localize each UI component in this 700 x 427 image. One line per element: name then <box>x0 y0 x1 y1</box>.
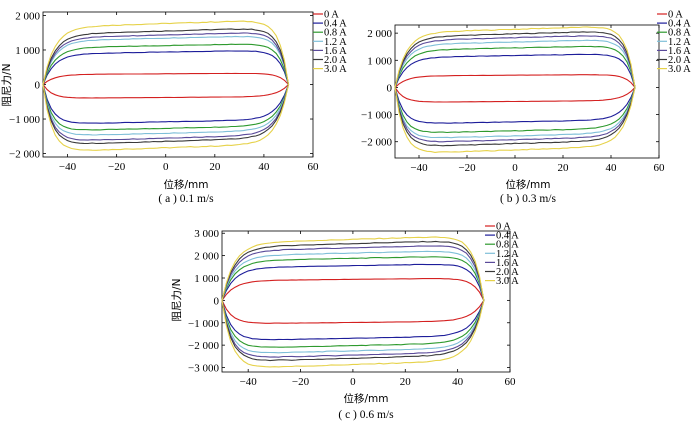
x-tick-label: 40 <box>258 161 270 173</box>
legend-label: 0.4 A <box>668 19 691 30</box>
y-tick-label: 1 000 <box>15 45 40 57</box>
chart-3: −40 −20 0 20 40 60 −3 000 −2 000 −1 000 0 1 000 2 0… <box>170 222 519 422</box>
y-tick-label: 3 000 <box>194 228 219 240</box>
x-tick-label: −40 <box>410 162 428 174</box>
x-tick-label: −20 <box>458 162 476 174</box>
legend-label: 1.2 A <box>324 37 347 48</box>
series-loop-0-4-A <box>394 53 636 124</box>
y-tick-label: −2 000 <box>188 340 219 352</box>
x-tick-label: 60 <box>308 161 320 173</box>
x-tick-label: 20 <box>400 376 412 388</box>
y-tick-label: 0 <box>35 80 41 92</box>
y-tick-label: 2 000 <box>194 251 219 263</box>
x-tick-label: 0 <box>350 376 356 388</box>
legend-label: 1.6 A <box>496 258 519 269</box>
x-tick-label: 40 <box>606 162 618 174</box>
series-loop-0-A <box>394 74 636 103</box>
series-loop-0-8-A <box>221 256 485 348</box>
x-tick-label: 0 <box>163 161 169 173</box>
chart-caption: ( c ) 0.6 m/s <box>338 409 394 421</box>
chart-caption: ( b ) 0.3 m/s <box>500 193 556 205</box>
legend-label: 0.4 A <box>324 19 347 30</box>
x-tick-label: −20 <box>292 376 310 388</box>
y-tick-label: −2 000 <box>9 149 40 161</box>
y-tick-label: 1 000 <box>194 273 219 285</box>
legend-label: 0 A <box>668 10 683 21</box>
x-tick-label: 20 <box>558 162 570 174</box>
legend-label: 0.8 A <box>496 240 519 251</box>
series-loop-3-0-A <box>394 26 636 153</box>
legend-label: 0 A <box>496 222 511 233</box>
y-tick-label: 0 <box>214 295 220 307</box>
legend-label: 0.8 A <box>668 28 691 39</box>
y-tick-label: −3 000 <box>188 363 219 375</box>
plot-frame <box>394 24 660 159</box>
plot-frame <box>42 11 314 158</box>
legend-label: 1.2 A <box>668 37 691 48</box>
legend-label: 2.0 A <box>668 55 691 66</box>
y-tick-label: −1 000 <box>188 318 219 330</box>
x-tick-label: 40 <box>452 376 464 388</box>
series-loop-0-A <box>42 72 290 99</box>
series-loop-0-4-A <box>221 263 485 341</box>
series-loop-0-A <box>221 277 485 324</box>
legend-label: 3.0 A <box>668 64 691 75</box>
legend-label: 0.4 A <box>496 231 519 242</box>
series-loop-0-4-A <box>42 50 290 124</box>
series-loop-1-6-A <box>221 245 485 358</box>
y-tick-label: −1 000 <box>9 114 40 126</box>
legend-label: 1.6 A <box>668 46 691 57</box>
chart-caption: ( a ) 0.1 m/s <box>158 193 214 205</box>
y-tick-label: −2 000 <box>361 137 392 149</box>
y-tick-label: 0 <box>387 82 393 94</box>
y-axis-label: 阻尼力/N <box>0 64 13 107</box>
series-loop-3-0-A <box>221 236 485 368</box>
y-tick-label: 2 000 <box>367 28 392 40</box>
y-tick-label: 1 000 <box>367 55 392 67</box>
legend-label: 2.0 A <box>324 55 347 66</box>
legend-label: 3.0 A <box>324 64 347 75</box>
x-axis-label: 位移/mm <box>164 178 209 191</box>
x-tick-label: −20 <box>108 161 126 173</box>
legend-label: 1.2 A <box>496 249 519 260</box>
legend-label: 3.0 A <box>496 276 519 287</box>
x-tick-label: 20 <box>209 161 221 173</box>
x-axis-label: 位移/mm <box>344 392 389 405</box>
series-loop-3-0-A <box>42 20 290 151</box>
series-loop-1-6-A <box>394 35 636 143</box>
series-loop-1-2-A <box>221 250 485 354</box>
legend-label: 0.8 A <box>324 28 347 39</box>
x-tick-label: 60 <box>505 376 517 388</box>
x-tick-label: 60 <box>654 162 666 174</box>
x-tick-label: −40 <box>240 376 258 388</box>
legend-label: 2.0 A <box>496 267 519 278</box>
y-tick-label: −1 000 <box>361 110 392 122</box>
series-loop-0-8-A <box>42 43 290 131</box>
series-loop-2-0-A <box>394 31 636 147</box>
y-axis-label: 阻尼力/N <box>170 279 183 322</box>
x-tick-label: 0 <box>512 162 518 174</box>
y-tick-label: 2 000 <box>15 10 40 22</box>
legend-label: 0 A <box>324 10 339 21</box>
legend-label: 1.6 A <box>324 46 347 57</box>
series-loop-2-0-A <box>221 240 485 362</box>
x-tick-label: −40 <box>59 161 77 173</box>
x-axis-label: 位移/mm <box>506 178 551 191</box>
